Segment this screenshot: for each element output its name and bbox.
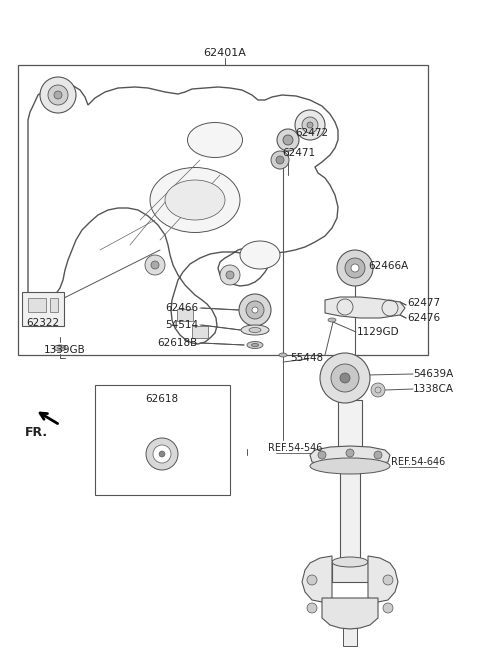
- Circle shape: [276, 156, 284, 164]
- Circle shape: [239, 294, 271, 326]
- Circle shape: [340, 373, 350, 383]
- Text: FR.: FR.: [25, 426, 48, 438]
- Bar: [18, 65, 428, 355]
- Ellipse shape: [240, 241, 280, 269]
- Text: 1339GB: 1339GB: [44, 345, 86, 355]
- Polygon shape: [310, 446, 390, 466]
- Polygon shape: [322, 598, 378, 629]
- Text: 62471: 62471: [282, 148, 315, 158]
- Text: 62477: 62477: [407, 298, 440, 308]
- Circle shape: [371, 383, 385, 397]
- Ellipse shape: [279, 353, 287, 357]
- Circle shape: [383, 575, 393, 585]
- Bar: [332, 562, 368, 582]
- Circle shape: [346, 449, 354, 457]
- Circle shape: [153, 445, 171, 463]
- Circle shape: [271, 151, 289, 169]
- Ellipse shape: [249, 327, 261, 333]
- Text: REF.54-646: REF.54-646: [391, 457, 445, 467]
- Circle shape: [307, 603, 317, 613]
- Bar: [338, 400, 362, 460]
- Circle shape: [302, 117, 318, 133]
- Circle shape: [283, 135, 293, 145]
- Circle shape: [374, 451, 382, 459]
- Text: 54514: 54514: [165, 320, 198, 330]
- Ellipse shape: [328, 318, 336, 322]
- Circle shape: [295, 110, 325, 140]
- Text: 54639A: 54639A: [413, 369, 453, 379]
- Circle shape: [145, 255, 165, 275]
- Text: 62322: 62322: [26, 318, 59, 328]
- Circle shape: [337, 250, 373, 286]
- Circle shape: [252, 307, 258, 313]
- Circle shape: [54, 91, 62, 99]
- Circle shape: [383, 603, 393, 613]
- Polygon shape: [325, 297, 405, 318]
- Circle shape: [320, 353, 370, 403]
- Circle shape: [331, 364, 359, 392]
- Ellipse shape: [252, 344, 259, 346]
- Text: 62618: 62618: [145, 394, 179, 404]
- Circle shape: [318, 451, 326, 459]
- Polygon shape: [302, 556, 332, 602]
- Bar: [28, 298, 46, 312]
- Bar: [22, 292, 64, 326]
- Text: 62401A: 62401A: [204, 48, 246, 58]
- Ellipse shape: [165, 180, 225, 220]
- Text: 1129GD: 1129GD: [357, 327, 400, 337]
- Text: 62466A: 62466A: [368, 261, 408, 271]
- Bar: [343, 628, 357, 646]
- Text: 62466: 62466: [165, 303, 198, 313]
- Circle shape: [226, 271, 234, 279]
- Circle shape: [159, 451, 165, 457]
- Circle shape: [345, 258, 365, 278]
- Ellipse shape: [310, 458, 390, 474]
- Circle shape: [146, 438, 178, 470]
- Bar: [192, 326, 208, 338]
- Circle shape: [246, 301, 264, 319]
- Text: 62476: 62476: [407, 313, 440, 323]
- Ellipse shape: [247, 342, 263, 348]
- Ellipse shape: [241, 325, 269, 335]
- Polygon shape: [368, 556, 398, 602]
- Ellipse shape: [332, 557, 368, 567]
- Circle shape: [307, 122, 313, 128]
- Bar: [50, 298, 58, 312]
- Ellipse shape: [188, 123, 242, 157]
- Circle shape: [151, 261, 159, 269]
- Text: 62618B: 62618B: [158, 338, 198, 348]
- Bar: [177, 309, 193, 321]
- Circle shape: [277, 129, 299, 151]
- Text: REF.54-546: REF.54-546: [268, 443, 322, 453]
- Circle shape: [220, 265, 240, 285]
- Ellipse shape: [150, 167, 240, 232]
- Bar: [95, 385, 230, 495]
- Circle shape: [351, 264, 359, 272]
- Circle shape: [40, 77, 76, 113]
- Text: 55448: 55448: [290, 353, 323, 363]
- Text: 1338CA: 1338CA: [413, 384, 454, 394]
- Ellipse shape: [54, 345, 66, 351]
- Text: 62472: 62472: [295, 128, 328, 138]
- Circle shape: [48, 85, 68, 105]
- Circle shape: [307, 575, 317, 585]
- Bar: [340, 466, 360, 566]
